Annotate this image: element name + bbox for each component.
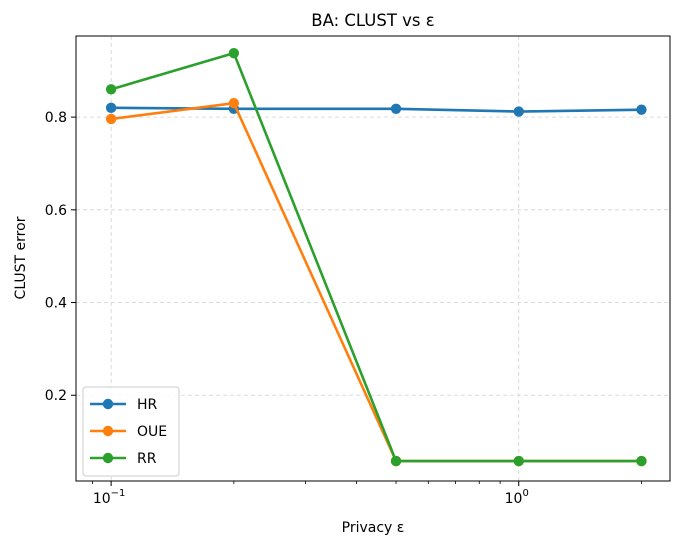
legend-label: HR	[137, 397, 158, 413]
data-point	[636, 455, 647, 467]
legend-swatch-marker	[102, 398, 114, 410]
chart-title: BA: CLUST vs ε	[311, 11, 434, 30]
legend-swatch-marker	[102, 452, 114, 464]
legend-swatch-marker	[102, 425, 114, 437]
y-tick-label: 0.8	[45, 110, 67, 126]
data-point	[228, 47, 240, 59]
x-tick-label: 10−1	[93, 488, 126, 507]
legend-item-hr: HR	[90, 397, 158, 413]
data-point	[513, 455, 524, 467]
data-point	[105, 113, 117, 125]
legend-item-oue: OUE	[90, 424, 167, 440]
data-point	[513, 106, 524, 117]
x-axis-title: Privacy ε	[342, 520, 405, 536]
y-tick-label: 0.6	[45, 203, 67, 219]
data-point	[390, 103, 402, 114]
data-point	[390, 455, 402, 467]
data-point	[105, 84, 117, 95]
data-point	[228, 98, 240, 109]
data-point	[636, 104, 647, 115]
series-rr	[105, 47, 647, 467]
axes: 10−1 100 0.2 0.4 0.6 0.8	[45, 110, 642, 507]
x-tick-label: 100	[505, 488, 529, 507]
y-tick-label: 0.4	[45, 296, 67, 312]
series-layer	[105, 47, 647, 467]
legend-item-rr: RR	[90, 451, 157, 467]
legend-label: RR	[137, 451, 157, 467]
legend: HR OUE RR	[82, 386, 180, 477]
data-point	[105, 102, 117, 114]
legend-label: OUE	[137, 424, 167, 440]
y-tick-label: 0.2	[45, 388, 67, 404]
y-axis-title: CLUST error	[13, 216, 29, 299]
plot-frame	[75, 35, 671, 482]
